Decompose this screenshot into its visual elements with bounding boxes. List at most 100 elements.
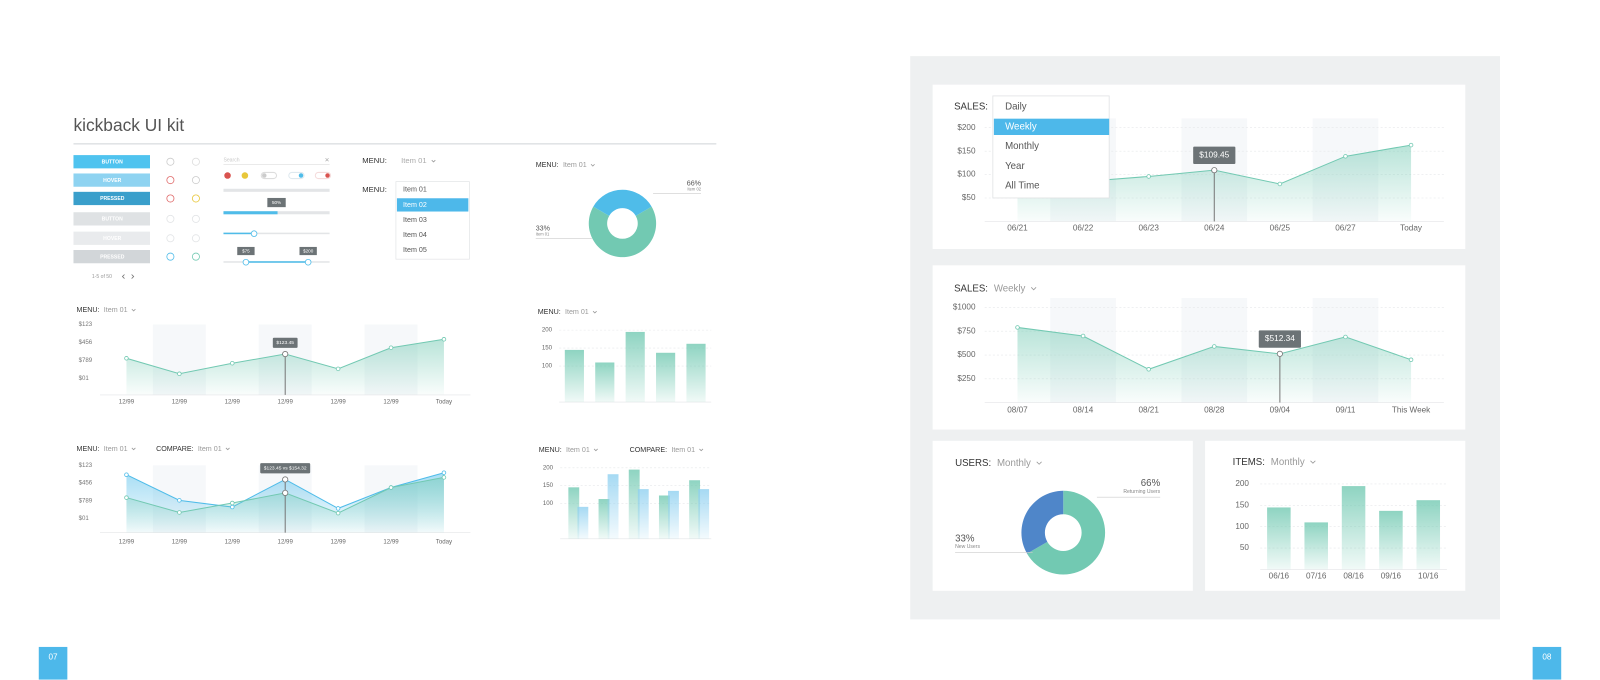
slice-label: Item 02 (687, 186, 701, 191)
point (1212, 344, 1217, 349)
donut-slice (1021, 490, 1064, 554)
y-tick-label: 100 (542, 363, 553, 370)
y-axis-label: $123 (79, 462, 93, 469)
y-axis-label: $456 (79, 480, 93, 487)
x-tick-label: 08/07 (1007, 405, 1028, 414)
x-tick-label: 09/04 (1270, 405, 1291, 414)
bar (564, 349, 584, 403)
y-tick-label: $150 (957, 146, 976, 155)
point (1276, 350, 1283, 357)
menu-label: SALES: (954, 102, 988, 113)
radio (166, 214, 175, 223)
menu-value: Item 01 (563, 161, 587, 169)
bar (598, 499, 610, 539)
x-tick-label: 12/99 (278, 399, 294, 406)
point (1343, 154, 1348, 159)
y-tick-label: $1000 (953, 303, 976, 312)
y-tick-label: 100 (543, 500, 554, 507)
tooltip-label: $123.45 (276, 340, 294, 346)
menu-label: MENU: (536, 161, 559, 169)
donut-slice (1027, 490, 1106, 575)
search-placeholder: Search (223, 158, 239, 164)
slider-tip (299, 246, 317, 256)
value-label: 33% (955, 533, 975, 544)
y-tick-label: 150 (1235, 500, 1249, 509)
bar (658, 495, 670, 539)
toggle-knob (298, 173, 304, 178)
x-tick-label: Today (436, 538, 453, 545)
chevron (590, 163, 595, 167)
y-tick-label: 200 (542, 327, 553, 334)
y-axis-label: $01 (79, 375, 90, 382)
x-tick-label: 12/99 (172, 399, 188, 406)
bar (607, 474, 619, 539)
bar (595, 362, 615, 403)
chevron (131, 308, 136, 312)
slider-knob (242, 258, 250, 266)
button-label: HOVER (103, 236, 121, 242)
point (335, 510, 341, 516)
point (230, 504, 235, 510)
dropdown-item: Item 05 (403, 246, 427, 254)
radio (166, 194, 175, 203)
y-tick-label: $50 (962, 193, 976, 202)
y-axis-label: $123 (79, 321, 93, 328)
button (73, 231, 150, 245)
bar (686, 343, 706, 403)
menu-value: Monthly (1271, 457, 1305, 468)
button-label: PRESSED (100, 196, 125, 202)
toggle-knob (325, 173, 330, 178)
x-tick-label: 08/16 (1343, 572, 1364, 581)
menu-label: ITEMS: (1233, 457, 1265, 468)
chevron (593, 448, 598, 452)
x-tick-label: 06/27 (1335, 224, 1356, 233)
x-tick-label: 08/21 (1138, 405, 1159, 414)
bar (689, 480, 701, 539)
menu-value: Weekly (994, 283, 1026, 294)
point (282, 476, 289, 483)
page-number-box (1532, 646, 1562, 680)
x-tick-label: 12/99 (172, 538, 188, 545)
x-tick-label: 08/14 (1073, 405, 1094, 414)
radio (166, 252, 175, 261)
x-tick-label: 12/99 (225, 399, 241, 406)
x-tick-label: 10/16 (1418, 572, 1439, 581)
menu-value: Item 01 (104, 445, 128, 453)
bar (656, 352, 676, 403)
chevron (131, 447, 136, 451)
search-clear (325, 157, 329, 162)
y-tick-label: 200 (543, 464, 554, 471)
value-label: 66% (1141, 478, 1161, 489)
tooltip-box (1193, 146, 1236, 165)
dropdown-item: Item 02 (403, 201, 427, 209)
dropdown-item: Item 01 (403, 186, 427, 194)
menu-label: SALES: (954, 283, 988, 294)
x-tick-label: 06/25 (1270, 224, 1291, 233)
x-tick-label: 06/16 (1269, 572, 1290, 581)
point (388, 485, 394, 490)
bar (668, 490, 679, 539)
slice-label: Returning Users (1123, 489, 1160, 495)
tooltip-box (272, 337, 298, 348)
menu-label: MENU: (362, 185, 387, 194)
menu-value: Monthly (997, 458, 1031, 469)
button-label: PRESSED (100, 254, 125, 260)
radio (191, 234, 200, 243)
chevron (1036, 461, 1042, 465)
point (177, 371, 182, 377)
radio (166, 157, 175, 166)
y-tick-label: $100 (957, 170, 976, 179)
bar (628, 469, 640, 539)
radio (191, 252, 200, 261)
menu-value: Item 01 (104, 306, 128, 314)
point (230, 360, 235, 366)
tooltip-label: $109.45 (1199, 150, 1229, 160)
x-tick-label: 06/24 (1204, 224, 1225, 233)
status-icon (224, 172, 231, 179)
slider-knob (250, 230, 258, 237)
y-tick-label: $200 (957, 123, 976, 132)
y-tick-label: $250 (957, 374, 976, 383)
point (177, 498, 182, 503)
status-icon (241, 172, 249, 179)
button (73, 155, 150, 169)
